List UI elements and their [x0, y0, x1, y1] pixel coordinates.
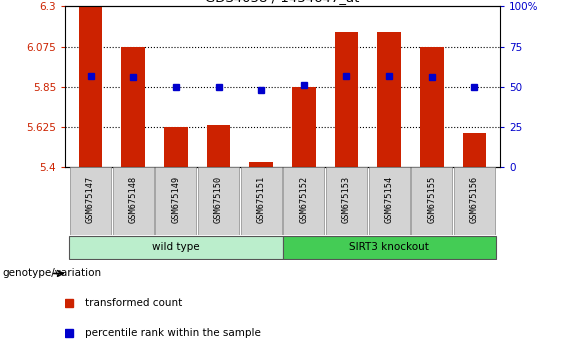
Bar	[249, 162, 273, 167]
Title: GDS4058 / 1434647_at: GDS4058 / 1434647_at	[205, 0, 360, 4]
Bar	[334, 32, 358, 167]
Bar	[121, 47, 145, 167]
Bar	[454, 167, 495, 235]
Bar	[292, 87, 316, 167]
Text: GSM675156: GSM675156	[470, 176, 479, 223]
Text: SIRT3 knockout: SIRT3 knockout	[349, 242, 429, 252]
Bar	[198, 167, 239, 235]
Text: transformed count: transformed count	[85, 298, 182, 308]
Text: GSM675154: GSM675154	[385, 176, 394, 223]
Bar	[420, 47, 444, 167]
Bar	[69, 236, 282, 259]
Text: GSM675147: GSM675147	[86, 176, 95, 223]
Bar	[282, 236, 496, 259]
Text: GSM675152: GSM675152	[299, 176, 308, 223]
Text: GSM675153: GSM675153	[342, 176, 351, 223]
Text: GSM675149: GSM675149	[171, 176, 180, 223]
Bar	[164, 127, 188, 167]
Bar	[326, 167, 367, 235]
Bar	[463, 132, 486, 167]
Text: percentile rank within the sample: percentile rank within the sample	[85, 327, 260, 338]
Bar	[377, 32, 401, 167]
Bar	[284, 167, 324, 235]
Text: GSM675155: GSM675155	[427, 176, 436, 223]
Bar	[79, 6, 102, 167]
Bar	[155, 167, 197, 235]
Bar	[411, 167, 452, 235]
Text: wild type: wild type	[152, 242, 199, 252]
Text: GSM675150: GSM675150	[214, 176, 223, 223]
Bar	[241, 167, 281, 235]
Text: GSM675148: GSM675148	[129, 176, 138, 223]
Bar	[113, 167, 154, 235]
Bar	[70, 167, 111, 235]
Text: genotype/variation: genotype/variation	[3, 268, 102, 279]
Text: GSM675151: GSM675151	[257, 176, 266, 223]
Bar	[368, 167, 410, 235]
Bar	[207, 125, 231, 167]
